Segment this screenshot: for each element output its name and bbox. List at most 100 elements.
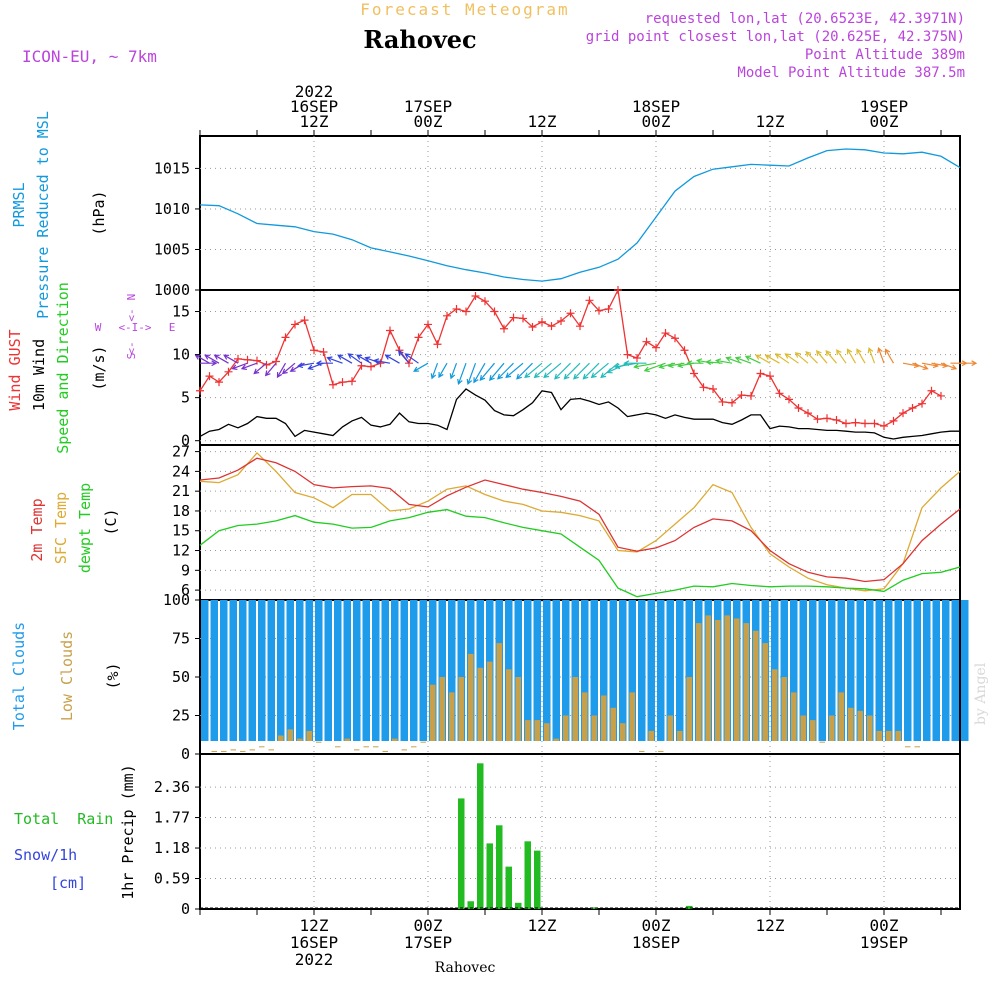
model-label: ICON-EU, ~ 7km: [22, 47, 157, 66]
wind-direction-arrow: [466, 362, 477, 386]
total-cloud-bar: [296, 600, 304, 741]
y-tick-label: 10: [172, 346, 190, 364]
total-cloud-bar: [286, 600, 294, 741]
gust-marker: [471, 292, 480, 301]
low-cloud-bar: [411, 746, 417, 748]
low-cloud-bar: [420, 741, 426, 743]
gust-marker: [538, 317, 546, 326]
total-cloud-bar: [524, 600, 532, 741]
total-cloud-bar: [638, 600, 646, 741]
wind-direction-arrow: [825, 349, 837, 364]
grid-lines: [200, 136, 960, 909]
compass-north: N: [125, 294, 138, 301]
total-cloud-bar: [201, 600, 209, 741]
wind-direction-arrow: [856, 348, 866, 364]
wind-direction-arrow: [457, 362, 467, 386]
wind-direction-arrow: [384, 354, 400, 364]
y-tick-label: 0: [181, 432, 190, 450]
total-cloud-bar: [685, 600, 693, 741]
wind-direction-arrow: [533, 362, 552, 379]
time-label-bottom: 00Z: [642, 916, 671, 935]
series-layer: [196, 148, 978, 909]
wind-label-unit: (m/s): [90, 345, 108, 390]
low-cloud-bar: [477, 667, 483, 741]
precip-bar: [505, 866, 512, 909]
total-cloud-bar: [600, 600, 608, 741]
gust-marker: [386, 326, 394, 335]
gust-marker: [766, 372, 774, 381]
low-cloud-bar: [582, 692, 588, 741]
total-cloud-bar: [628, 600, 636, 741]
gust-marker: [348, 377, 356, 386]
gust-marker: [576, 322, 584, 331]
gust-marker: [870, 419, 879, 428]
gust-marker: [196, 386, 204, 395]
gust-marker: [794, 403, 803, 412]
pressure-label-prmsl: PRMSL: [10, 182, 28, 227]
clouds-label-low: Low Clouds: [58, 631, 76, 721]
wind-direction-arrow: [289, 362, 305, 372]
wind-direction-arrow: [573, 362, 590, 380]
total-cloud-bar: [676, 600, 684, 741]
total-cloud-bar: [438, 600, 446, 741]
precip-bar: [477, 763, 484, 909]
y-tick-label: 18: [172, 502, 190, 520]
total-cloud-bar: [305, 600, 313, 741]
wind-direction-arrow: [337, 354, 353, 364]
clouds-axis-label: Total Clouds Low Clouds (%): [10, 622, 122, 730]
gust-marker: [528, 323, 537, 332]
watermark: by Angel: [973, 662, 989, 725]
total-cloud-bar: [894, 600, 902, 741]
time-label-top: 16SEP: [290, 97, 338, 116]
gust-marker: [519, 314, 527, 323]
gust-marker: [880, 422, 888, 431]
gust-marker: [718, 397, 727, 406]
low-cloud-bar: [211, 750, 217, 752]
gust-marker: [547, 322, 556, 331]
low-cloud-bar: [297, 738, 303, 741]
low-cloud-bar: [430, 684, 436, 741]
gust-marker: [737, 391, 746, 400]
total-cloud-bar: [961, 600, 969, 741]
dewpt-line: [199, 508, 961, 598]
wind-direction-arrow: [614, 362, 638, 370]
low-cloud-bar: [468, 653, 474, 741]
time-label-top: 18SEP: [632, 97, 680, 116]
total-cloud-bar: [875, 600, 883, 741]
time-label-bottom: 12Z: [756, 916, 785, 935]
total-cloud-bar: [666, 600, 674, 741]
model-altitude: Model Point Altitude 387.5m: [737, 65, 965, 81]
gust-marker: [205, 372, 214, 381]
wind-direction-arrow: [734, 356, 752, 364]
low-cloud-bar: [838, 692, 844, 741]
temp2m-line: [199, 457, 961, 583]
total-cloud-bar: [619, 600, 627, 741]
gust-marker: [642, 337, 651, 346]
y-tick-label: 2.36: [154, 778, 190, 796]
low-cloud-bar: [905, 746, 911, 748]
gust-marker: [804, 409, 812, 418]
y-tick-label: 5: [181, 389, 190, 407]
low-cloud-bar: [686, 677, 692, 741]
total-cloud-bar: [562, 600, 570, 741]
time-label-bottom: 00Z: [870, 916, 899, 935]
precip-bar: [486, 843, 493, 909]
low-cloud-bar: [449, 692, 455, 741]
pressure-line: [199, 148, 961, 282]
gust-marker: [319, 348, 328, 356]
gust-marker: [851, 418, 860, 427]
gust-marker: [908, 403, 917, 412]
low-cloud-bar: [658, 750, 664, 752]
gust-marker: [918, 399, 926, 408]
total-cloud-bar: [457, 600, 465, 741]
low-cloud-bar: [867, 715, 873, 741]
time-label-top: 2022: [295, 82, 334, 101]
compass-south: S: [125, 353, 138, 360]
time-label-bottom: 2022: [295, 950, 334, 969]
gust-marker: [443, 311, 451, 320]
total-cloud-bar: [856, 600, 864, 741]
low-cloud-bar: [534, 720, 540, 741]
wind-direction-arrow: [397, 349, 410, 364]
wind-direction-arrow: [281, 362, 296, 375]
gust-marker: [424, 320, 432, 329]
